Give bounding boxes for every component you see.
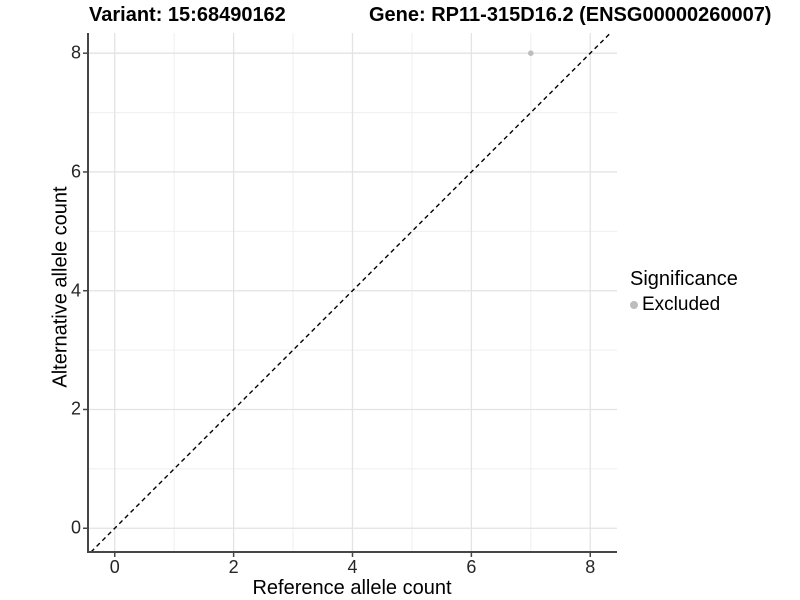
legend-title: Significance (630, 268, 738, 290)
data-point (528, 50, 534, 56)
plot-title-gene: Gene: RP11-315D16.2 (ENSG00000260007) (369, 4, 772, 26)
y-tick-label: 6 (70, 161, 81, 182)
legend-key-dot-icon (630, 301, 638, 309)
x-tick-label: 2 (228, 557, 239, 577)
x-tick-label: 0 (109, 557, 120, 577)
y-tick-label: 8 (70, 42, 81, 63)
legend-item: Excluded (630, 294, 738, 316)
y-axis-title: Alternative allele count (49, 186, 72, 388)
legend-item-label: Excluded (642, 294, 721, 315)
x-tick-label: 4 (347, 557, 358, 577)
legend-items: Excluded (630, 294, 738, 316)
x-tick-label: 6 (466, 557, 477, 577)
identity-dashed-line (90, 32, 611, 553)
y-tick-label: 0 (70, 517, 81, 538)
x-axis-title: Reference allele count (252, 577, 452, 599)
y-tick-label: 2 (70, 398, 81, 419)
legend: Significance Excluded (630, 268, 738, 316)
x-tick-label: 8 (585, 557, 596, 577)
y-tick-label: 4 (70, 280, 81, 301)
plot-title-variant: Variant: 15:68490162 (89, 4, 286, 26)
